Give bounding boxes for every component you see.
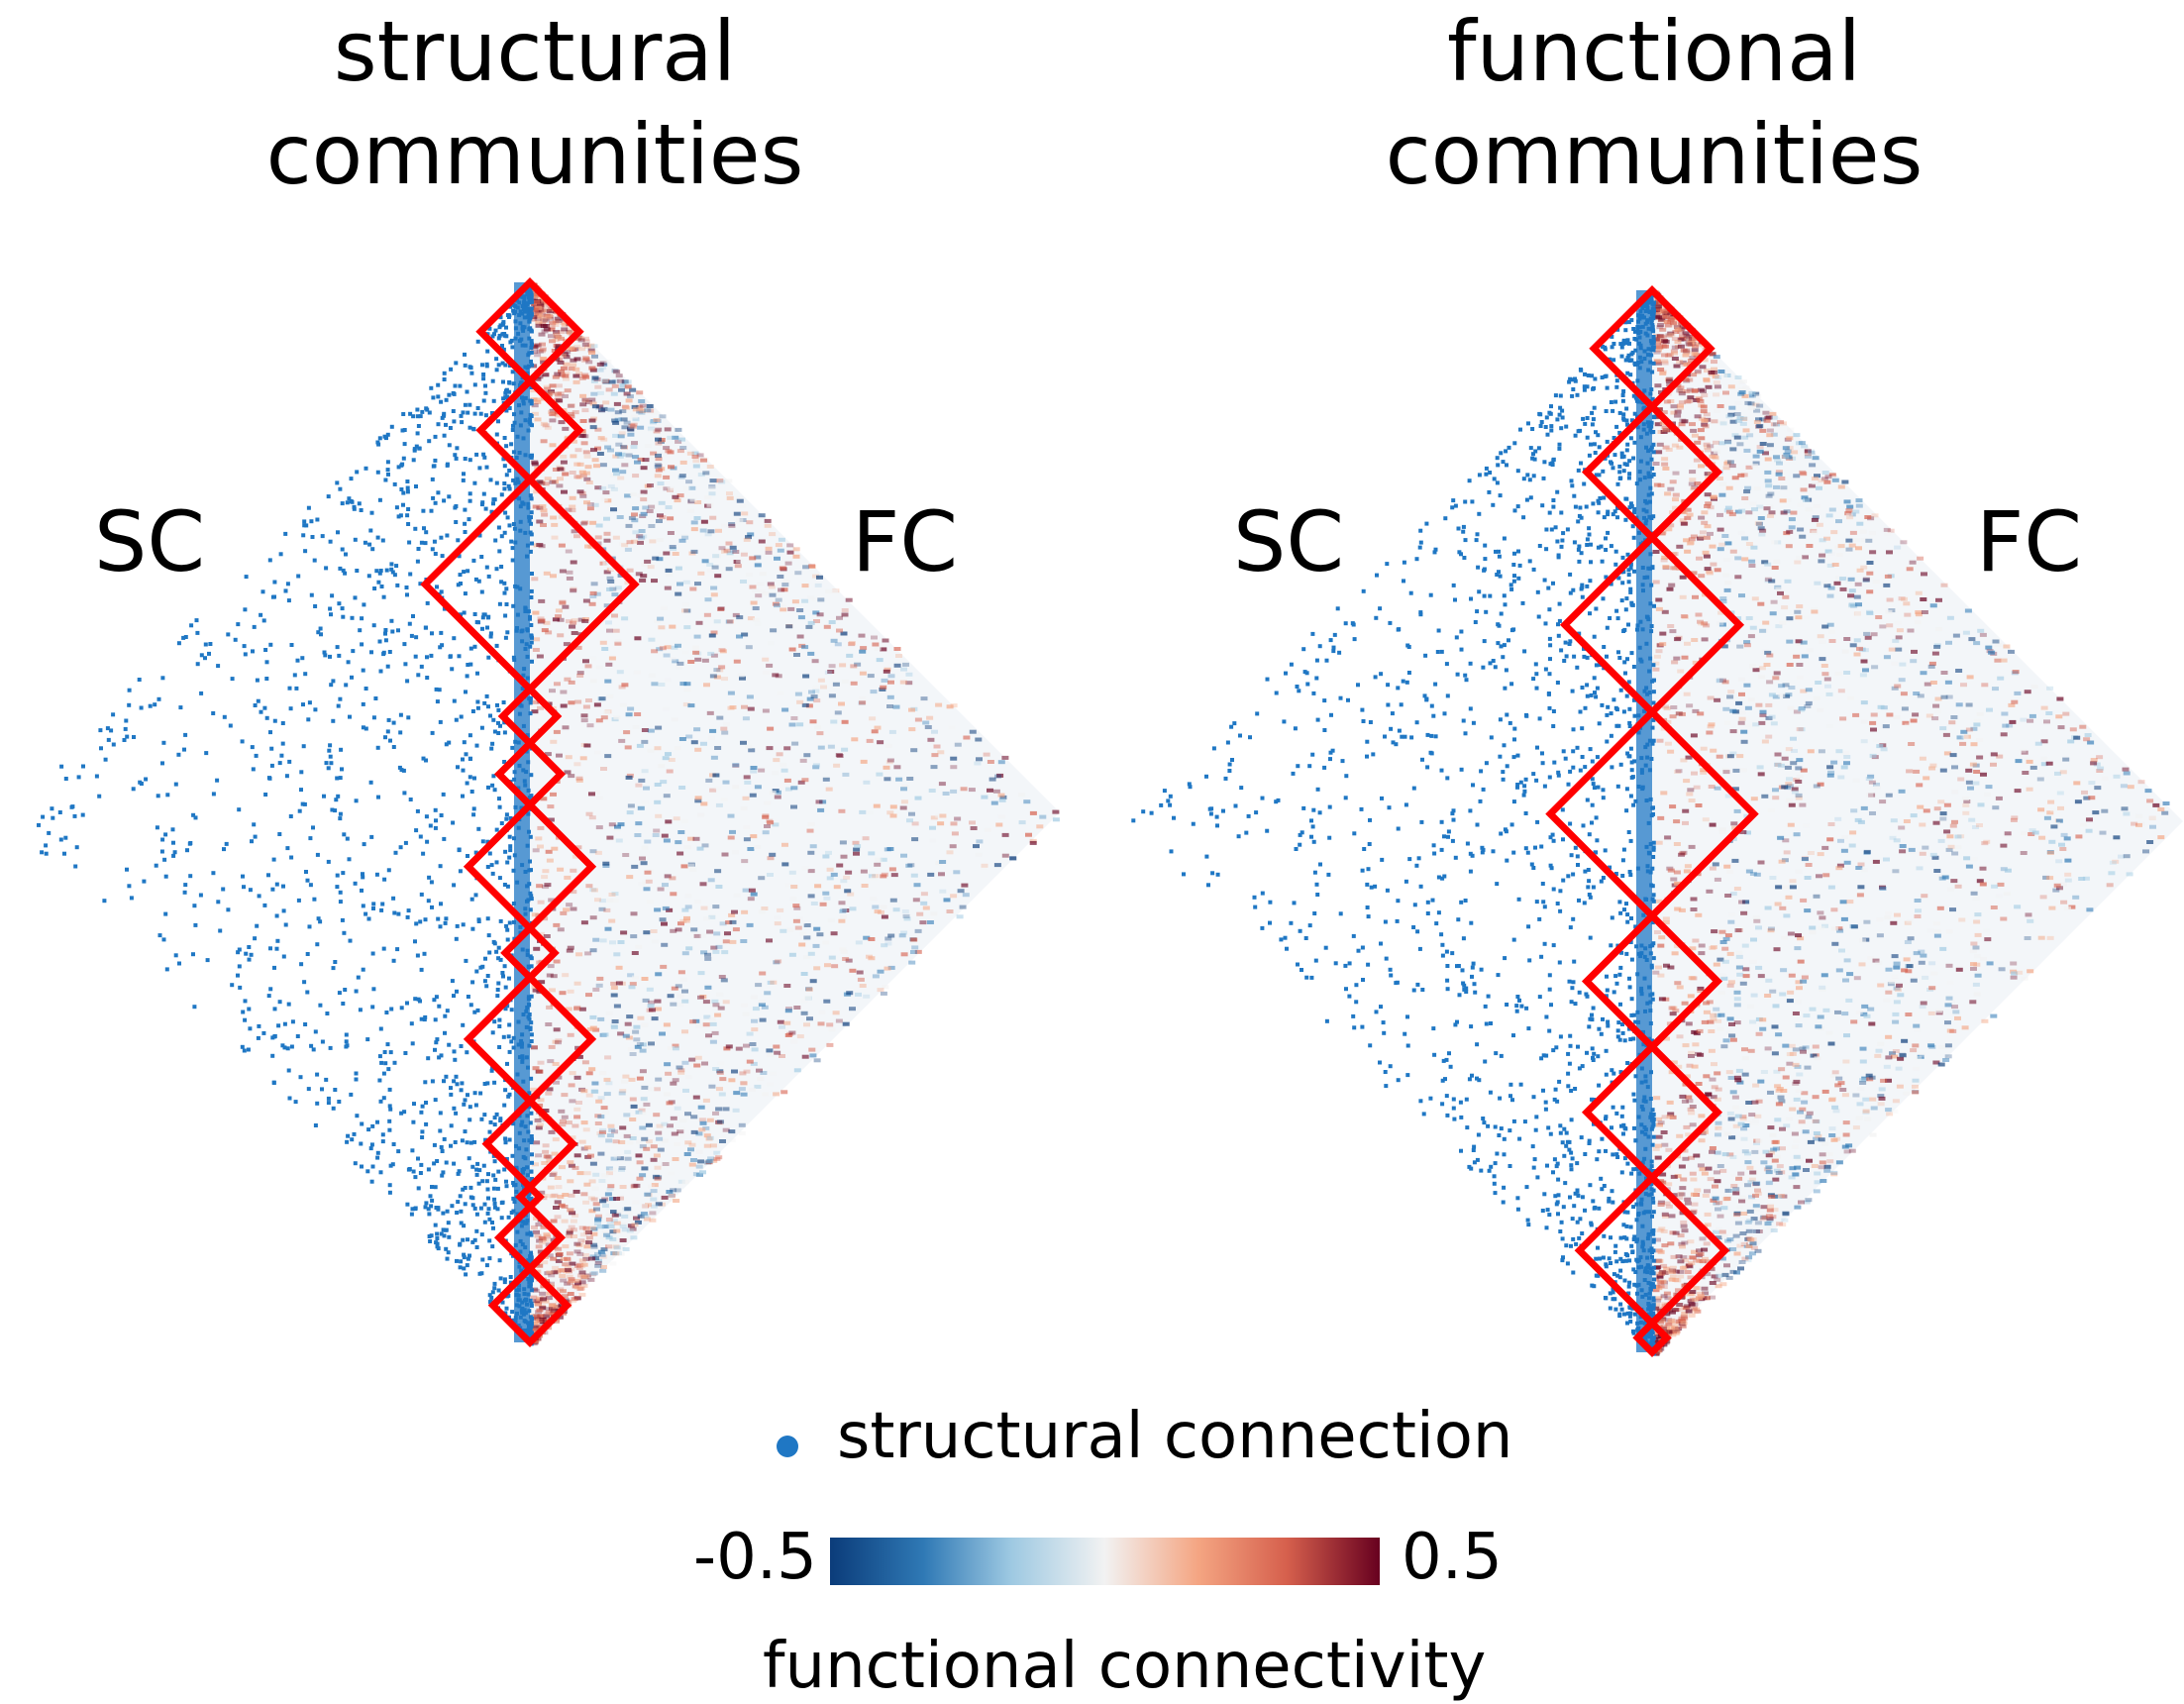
community-diamond [487,1263,572,1347]
colorbar-min-label: -0.5 [693,1521,817,1594]
panel-title-functional: functional communities [1385,3,1924,203]
fc-label-right-panel: FC [1976,493,2082,590]
fc-region [1652,290,2183,1352]
sc-label-right-panel: SC [1233,493,1344,590]
fc-region [530,282,1060,1342]
panel-title-structural: structural communities [265,3,804,203]
structural-communities-matrix [37,277,1060,1347]
connectivity-matrices [37,277,2183,1357]
fc-label-left-panel: FC [852,493,958,590]
colorbar-title: functional connectivity [763,1630,1487,1703]
sc-label-left-panel: SC [94,493,205,590]
functional-communities-matrix [1131,285,2183,1357]
colorbar [830,1538,1380,1585]
colorbar-max-label: 0.5 [1402,1521,1503,1594]
structural-connection-marker [777,1436,798,1457]
community-diamond [1632,1318,1672,1357]
structural-connection-label: structural connection [837,1400,1513,1473]
